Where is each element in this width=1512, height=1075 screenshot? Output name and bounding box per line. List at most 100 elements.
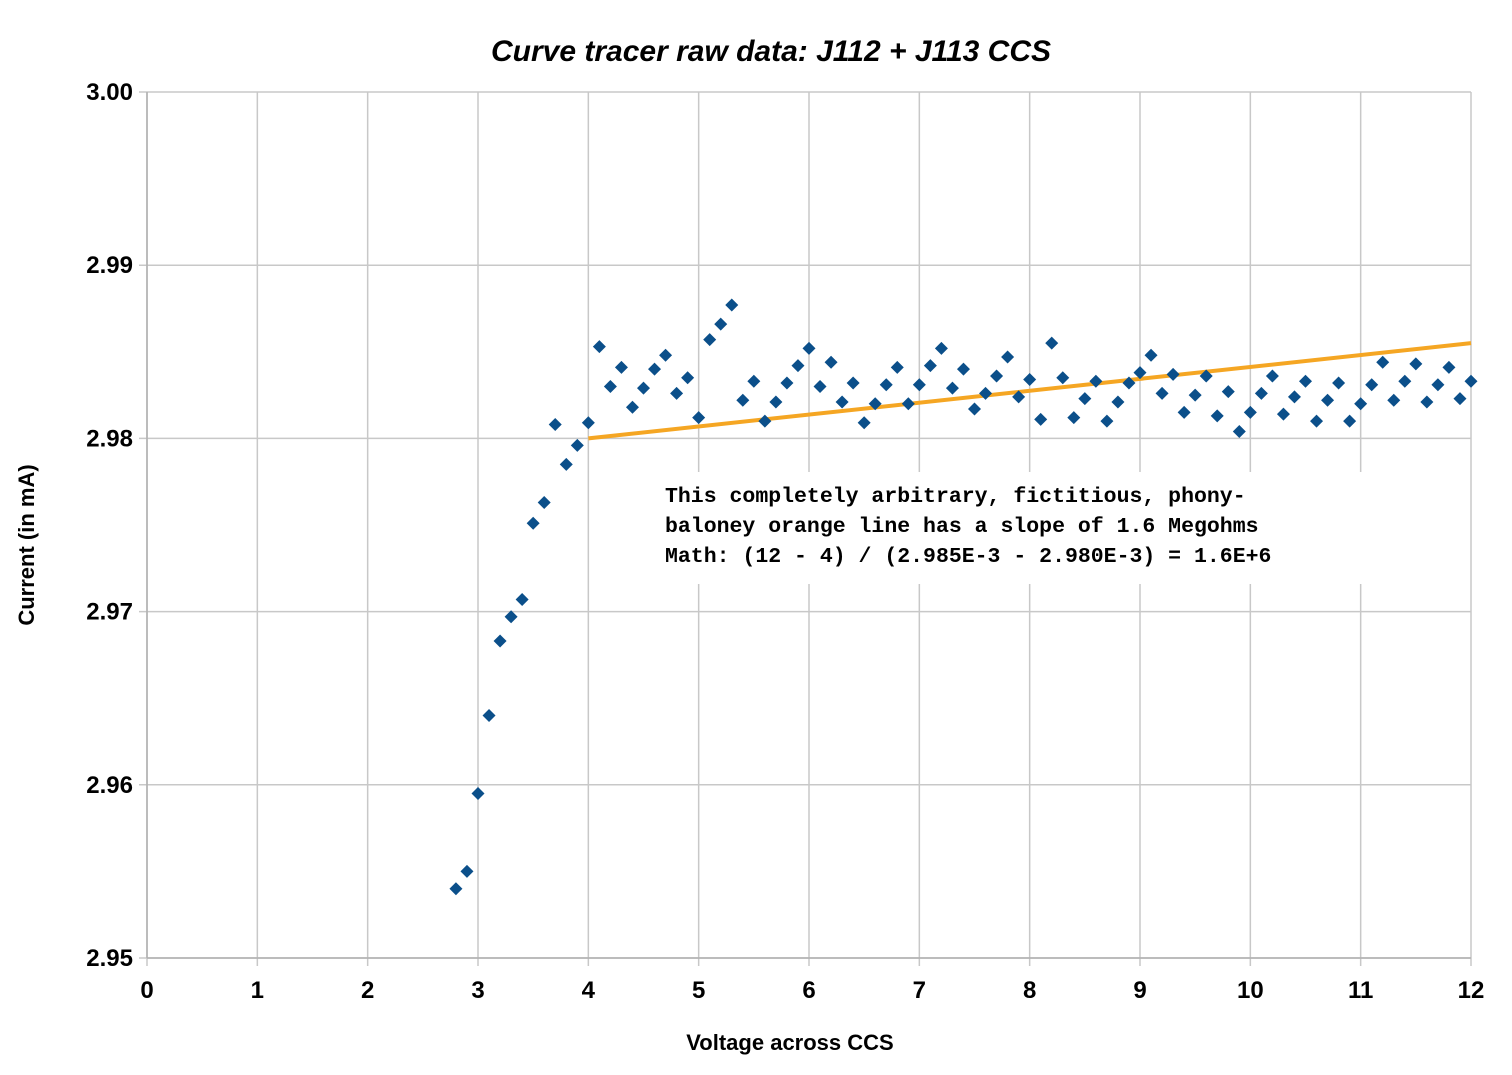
x-tick-label: 10 [1237, 977, 1264, 1004]
x-tick-label: 6 [802, 977, 815, 1004]
data-point [614, 360, 628, 374]
data-point [1254, 386, 1268, 400]
data-point [1034, 412, 1048, 426]
data-point [769, 395, 783, 409]
data-point [890, 360, 904, 374]
data-point [1332, 376, 1346, 390]
data-point [1321, 393, 1335, 407]
data-point [912, 378, 926, 392]
data-point [824, 355, 838, 369]
data-point [592, 340, 606, 354]
data-point [1144, 348, 1158, 362]
x-tick-label: 9 [1133, 977, 1146, 1004]
data-point [1188, 388, 1202, 402]
data-point [559, 457, 573, 471]
y-axis-label: Current (in mA) [14, 464, 39, 625]
data-point [725, 298, 739, 312]
data-point [1133, 366, 1147, 380]
data-point [1276, 407, 1290, 421]
data-point [526, 516, 540, 530]
x-tick-label: 4 [582, 977, 596, 1004]
data-point [703, 333, 717, 347]
data-point [1398, 374, 1412, 388]
x-tick-label: 11 [1348, 977, 1373, 1004]
data-point [1232, 424, 1246, 438]
tick-labels: 0 1 2 3 4 5 6 7 8 9 10 11 122.952.962.972.982.993.00 [86, 79, 1484, 1004]
data-point [1299, 374, 1312, 388]
data-point [548, 418, 562, 432]
y-tick-label: 2.99 [86, 252, 133, 279]
data-point [901, 397, 915, 411]
data-point [1012, 390, 1026, 404]
data-point [791, 359, 805, 373]
data-point [1343, 414, 1357, 428]
data-point [1155, 386, 1169, 400]
data-point [504, 610, 518, 624]
data-point [1166, 367, 1180, 381]
data-point [1199, 369, 1213, 383]
data-point [570, 438, 584, 452]
annotation-box: This completely arbitrary, fictitious, p… [650, 472, 1450, 584]
data-point [956, 362, 970, 376]
y-tick-label: 2.97 [86, 599, 133, 626]
data-point [1078, 392, 1092, 406]
data-point [736, 393, 750, 407]
annotation-background [650, 472, 1450, 584]
data-point [1310, 414, 1324, 428]
data-point [1111, 395, 1125, 409]
data-point [979, 386, 993, 400]
data-point [945, 381, 959, 395]
data-point [460, 864, 474, 878]
data-point [603, 379, 617, 393]
x-tick-label: 12 [1458, 977, 1485, 1004]
x-axis-label: Voltage across CCS [686, 1030, 893, 1055]
data-point [1431, 378, 1445, 392]
x-tick-label: 1 [251, 977, 264, 1004]
data-point [581, 416, 595, 430]
data-point [1464, 374, 1478, 388]
data-point [537, 495, 551, 509]
data-point [1365, 378, 1379, 392]
data-point [857, 416, 871, 430]
x-tick-label: 2 [361, 977, 374, 1004]
data-point [449, 882, 463, 896]
data-point [692, 411, 706, 425]
data-point [1023, 373, 1037, 387]
x-tick-label: 0 [140, 977, 153, 1004]
x-tick-label: 7 [913, 977, 926, 1004]
data-point [515, 592, 529, 606]
data-point [1210, 409, 1224, 423]
data-point [990, 369, 1004, 383]
data-point [813, 379, 827, 393]
data-point [1409, 357, 1423, 371]
data-point [670, 386, 684, 400]
data-point [637, 381, 650, 395]
trendline [588, 341, 1472, 441]
data-point [482, 709, 496, 723]
data-point [714, 317, 728, 331]
data-point [934, 341, 948, 355]
trendline-layer [588, 341, 1472, 441]
data-point [835, 395, 849, 409]
data-point [1001, 350, 1015, 364]
annotation-line: This completely arbitrary, fictitious, p… [665, 485, 1246, 509]
x-tick-label: 8 [1023, 977, 1036, 1004]
data-point [923, 359, 937, 373]
axes [146, 92, 1471, 959]
data-point [1442, 360, 1456, 374]
data-point [758, 414, 772, 428]
data-point [1122, 376, 1136, 390]
y-tick-label: 2.95 [86, 945, 133, 972]
data-point [846, 376, 860, 390]
data-point [1387, 393, 1401, 407]
data-point [1089, 374, 1103, 388]
data-point [1420, 395, 1434, 409]
data-point [968, 402, 981, 416]
data-point [879, 378, 893, 392]
data-point [747, 374, 761, 388]
y-tick-label: 3.00 [86, 79, 133, 106]
data-point [1453, 392, 1467, 406]
data-point [648, 362, 662, 376]
